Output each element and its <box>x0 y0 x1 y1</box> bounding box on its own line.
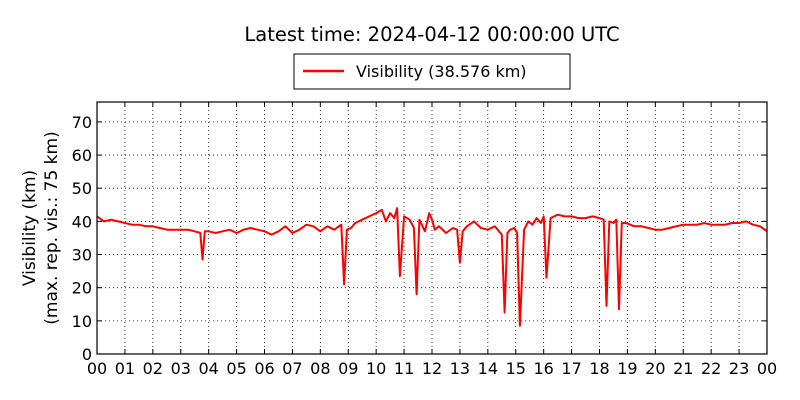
x-tick-label: 04 <box>198 359 218 378</box>
x-tick-label: 12 <box>422 359 442 378</box>
legend: Visibility (38.576 km) <box>293 53 571 90</box>
x-tick-label: 03 <box>171 359 191 378</box>
x-tick-label: 11 <box>394 359 414 378</box>
y-axis-label-line1: Visibility (km) <box>20 170 40 286</box>
x-tick-label: 20 <box>645 359 665 378</box>
x-tick-label: 00 <box>757 359 777 378</box>
x-tick-label: 21 <box>673 359 693 378</box>
y-axis-label: Visibility (km) (max. rep. vis.: 75 km) <box>20 131 62 324</box>
y-tick-label: 0 <box>82 345 92 364</box>
y-tick-label: 60 <box>72 146 92 165</box>
y-tick-label: 70 <box>72 113 92 132</box>
y-tick-label: 30 <box>72 246 92 265</box>
chart-title: Latest time: 2024-04-12 00:00:00 UTC <box>244 23 619 46</box>
y-axis-label-line2: (max. rep. vis.: 75 km) <box>42 131 62 324</box>
y-axis: 0 10 20 30 40 50 60 70 <box>72 113 767 364</box>
x-tick-label: 14 <box>478 359 498 378</box>
x-tick-label: 09 <box>338 359 358 378</box>
x-tick-label: 16 <box>533 359 553 378</box>
y-tick-label: 10 <box>72 312 92 331</box>
x-tick-label: 10 <box>366 359 386 378</box>
series-layer <box>96 207 768 327</box>
x-tick-label: 22 <box>701 359 721 378</box>
legend-entry-visibility: Visibility (38.576 km) <box>356 62 527 81</box>
x-tick-label: 06 <box>254 359 274 378</box>
x-tick-label: 02 <box>143 359 163 378</box>
x-tick-label: 08 <box>310 359 330 378</box>
y-tick-label: 20 <box>72 279 92 298</box>
x-tick-label: 17 <box>561 359 581 378</box>
x-tick-label: 23 <box>729 359 749 378</box>
x-tick-label: 00 <box>87 359 107 378</box>
series-line-visibility <box>96 207 768 327</box>
x-tick-label: 18 <box>589 359 609 378</box>
y-tick-label: 40 <box>72 212 92 231</box>
x-tick-label: 01 <box>115 359 135 378</box>
x-tick-label: 15 <box>506 359 526 378</box>
x-tick-label: 05 <box>226 359 246 378</box>
x-tick-label: 19 <box>617 359 637 378</box>
x-tick-label: 07 <box>282 359 302 378</box>
x-tick-label: 13 <box>450 359 470 378</box>
y-tick-label: 50 <box>72 179 92 198</box>
x-axis: 00 01 02 03 04 05 06 07 08 09 10 11 12 13 14 15 16 17 18 19… <box>87 102 777 378</box>
